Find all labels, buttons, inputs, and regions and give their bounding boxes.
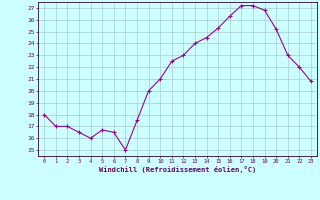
X-axis label: Windchill (Refroidissement éolien,°C): Windchill (Refroidissement éolien,°C) — [99, 166, 256, 173]
